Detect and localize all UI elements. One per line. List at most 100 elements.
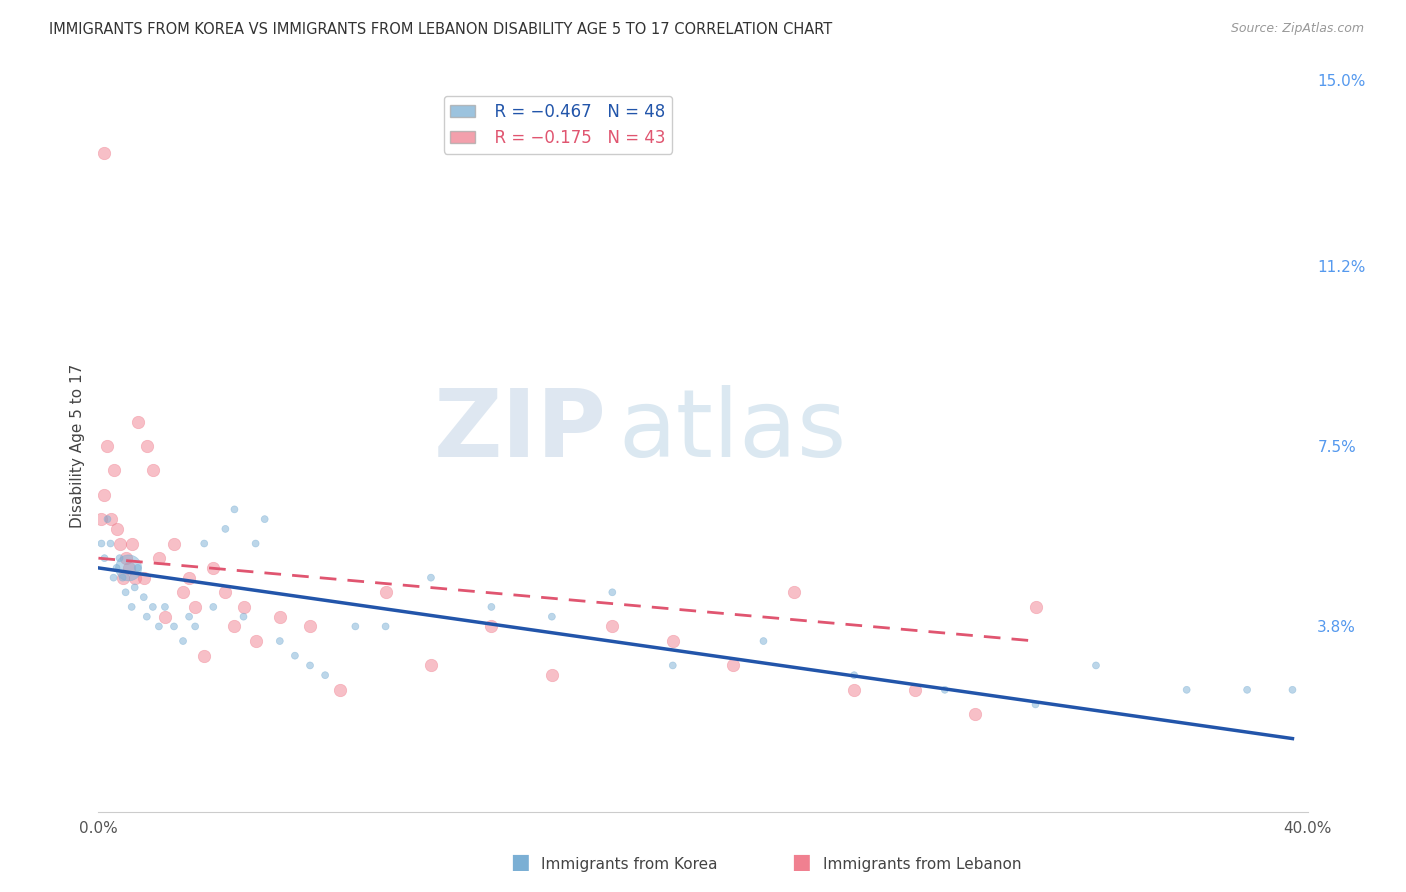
Point	[179, 609, 201, 624]
Text: ZIP: ZIP	[433, 385, 606, 477]
Point	[420, 658, 443, 673]
Text: Source: ZipAtlas.com: Source: ZipAtlas.com	[1230, 22, 1364, 36]
Point	[1281, 682, 1303, 697]
Point	[232, 609, 254, 624]
Point	[172, 585, 194, 599]
Point	[127, 561, 149, 575]
Text: Immigrants from Lebanon: Immigrants from Lebanon	[823, 857, 1021, 872]
Point	[965, 707, 987, 722]
Point	[1024, 698, 1046, 712]
Point	[224, 619, 246, 633]
Point	[752, 634, 775, 648]
Point	[661, 634, 683, 648]
Point	[253, 512, 276, 526]
Text: ■: ■	[792, 853, 811, 872]
Point	[1024, 599, 1046, 614]
Point	[105, 522, 128, 536]
Point	[142, 599, 165, 614]
Point	[148, 619, 170, 633]
Point	[90, 536, 112, 550]
Point	[344, 619, 367, 633]
Point	[723, 658, 745, 673]
Point	[1175, 682, 1198, 697]
Point	[1236, 682, 1258, 697]
Point	[111, 571, 134, 585]
Text: atlas: atlas	[619, 385, 846, 477]
Point	[602, 585, 624, 599]
Point	[314, 668, 336, 682]
Point	[118, 561, 141, 575]
Y-axis label: Disability Age 5 to 17: Disability Age 5 to 17	[69, 364, 84, 528]
Point	[124, 571, 146, 585]
Point	[269, 634, 291, 648]
Point	[132, 590, 155, 604]
Point	[661, 658, 683, 673]
Point	[148, 551, 170, 566]
Point	[374, 619, 396, 633]
Legend:   R = −0.467   N = 48,   R = −0.175   N = 43: R = −0.467 N = 48, R = −0.175 N = 43	[444, 96, 672, 153]
Point	[163, 536, 186, 550]
Point	[114, 585, 136, 599]
Point	[844, 682, 866, 697]
Point	[93, 551, 115, 566]
Point	[108, 551, 131, 566]
Point	[135, 439, 157, 453]
Point	[299, 619, 322, 633]
Point	[163, 619, 186, 633]
Point	[103, 463, 125, 477]
Point	[153, 599, 176, 614]
Point	[142, 463, 165, 477]
Point	[269, 609, 291, 624]
Point	[124, 581, 146, 595]
Point	[540, 668, 562, 682]
Point	[232, 599, 254, 614]
Point	[783, 585, 806, 599]
Point	[193, 648, 215, 663]
Point	[193, 536, 215, 550]
Point	[111, 571, 134, 585]
Point	[121, 536, 143, 550]
Text: Immigrants from Korea: Immigrants from Korea	[541, 857, 718, 872]
Point	[100, 536, 122, 550]
Point	[103, 571, 125, 585]
Point	[284, 648, 307, 663]
Point	[93, 146, 115, 161]
Point	[481, 619, 503, 633]
Point	[245, 634, 267, 648]
Point	[602, 619, 624, 633]
Point	[202, 599, 225, 614]
Point	[184, 619, 207, 633]
Point	[904, 682, 927, 697]
Point	[90, 512, 112, 526]
Point	[114, 551, 136, 566]
Point	[374, 585, 396, 599]
Point	[214, 522, 236, 536]
Point	[100, 512, 122, 526]
Point	[202, 561, 225, 575]
Text: IMMIGRANTS FROM KOREA VS IMMIGRANTS FROM LEBANON DISABILITY AGE 5 TO 17 CORRELAT: IMMIGRANTS FROM KOREA VS IMMIGRANTS FROM…	[49, 22, 832, 37]
Point	[844, 668, 866, 682]
Point	[329, 682, 352, 697]
Point	[184, 599, 207, 614]
Point	[214, 585, 236, 599]
Point	[179, 571, 201, 585]
Point	[105, 561, 128, 575]
Point	[121, 599, 143, 614]
Point	[108, 536, 131, 550]
Text: ■: ■	[510, 853, 530, 872]
Point	[934, 682, 956, 697]
Point	[245, 536, 267, 550]
Point	[132, 571, 155, 585]
Point	[118, 561, 141, 575]
Point	[135, 609, 157, 624]
Point	[299, 658, 322, 673]
Point	[172, 634, 194, 648]
Point	[93, 488, 115, 502]
Point	[1085, 658, 1108, 673]
Point	[127, 415, 149, 429]
Point	[420, 571, 443, 585]
Point	[481, 599, 503, 614]
Point	[96, 439, 118, 453]
Point	[96, 512, 118, 526]
Point	[153, 609, 176, 624]
